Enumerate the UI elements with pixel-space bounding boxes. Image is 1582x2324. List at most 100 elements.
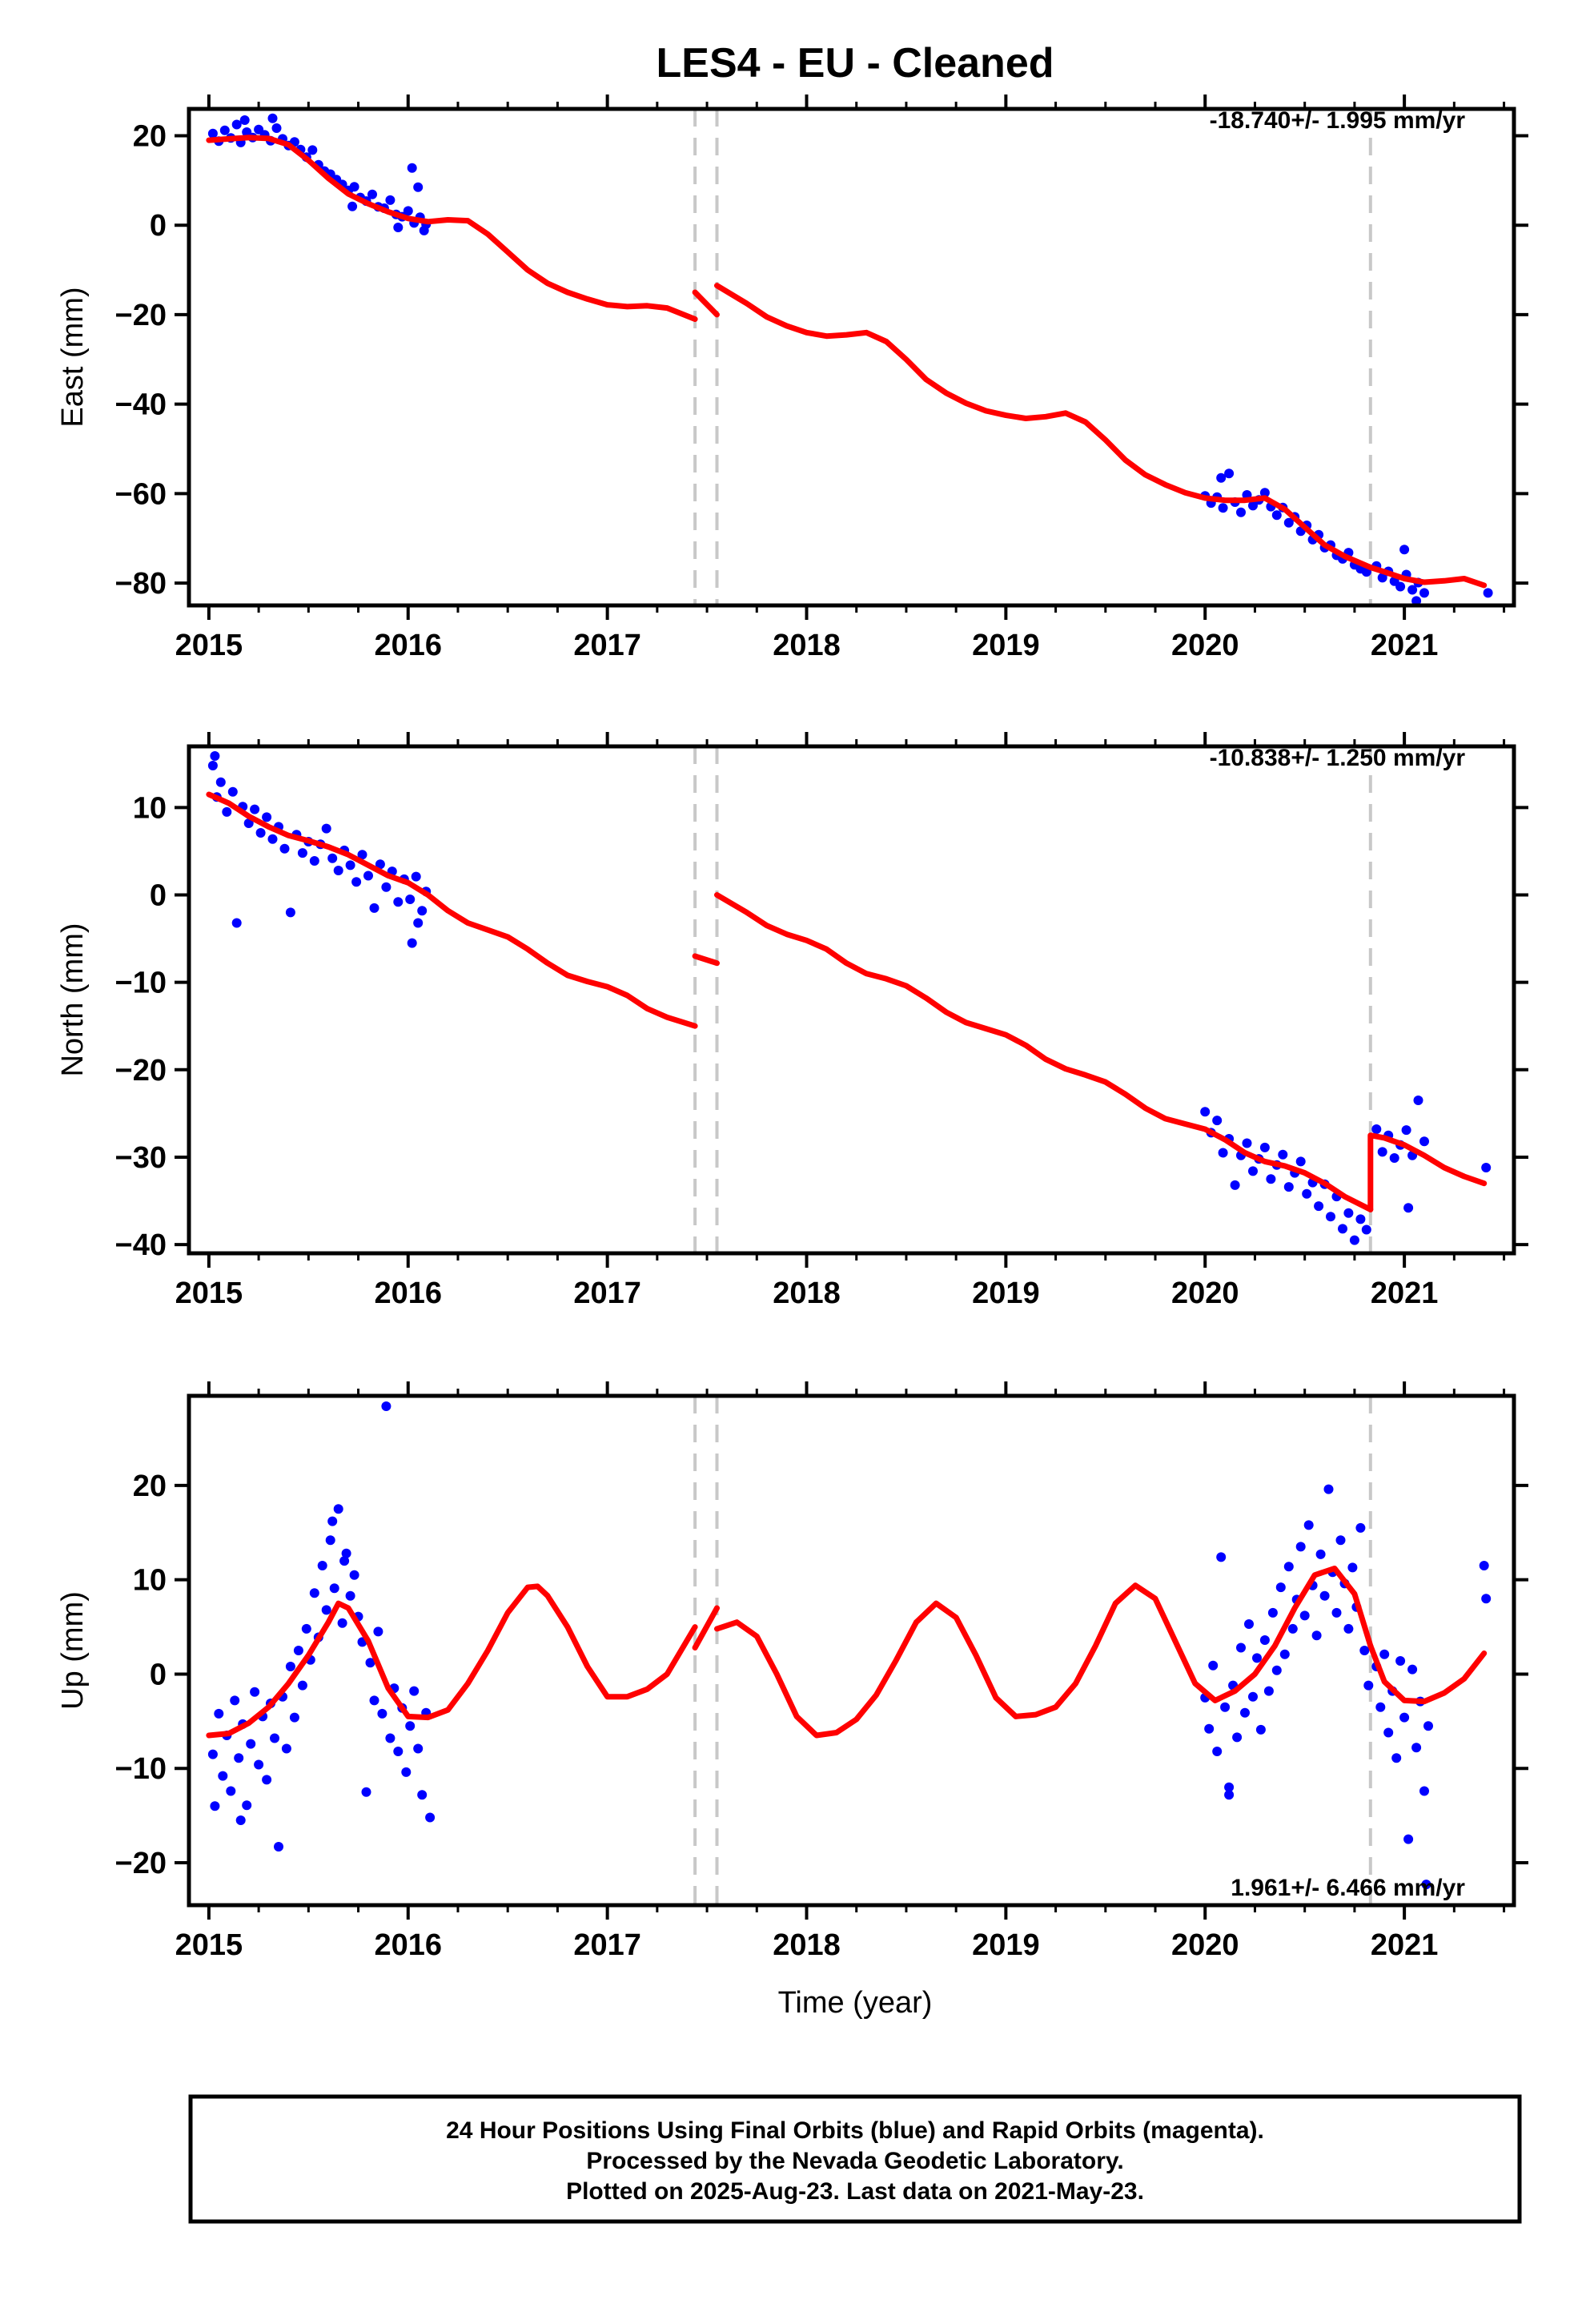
up-data-point: [327, 1516, 338, 1526]
east-data-point: [1377, 573, 1387, 583]
up-rate-text: 1.961+/- 6.466 mm/yr: [1231, 1875, 1465, 1901]
north-data-point: [363, 870, 373, 881]
north-model-line-3: [1367, 1132, 1488, 1212]
up-data-point: [242, 1800, 252, 1811]
east-data-point: [1216, 472, 1227, 483]
east-x-tick-label: 2019: [972, 629, 1040, 662]
east-y-tick-label: −80: [115, 567, 167, 601]
east-y-tick-label: −60: [115, 477, 167, 511]
up-data-point: [385, 1733, 396, 1743]
north-data-point: [1413, 1096, 1423, 1105]
up-data-point: [274, 1842, 283, 1852]
east-model-line-2: [714, 283, 1374, 570]
north-data-point: [1302, 1188, 1312, 1199]
up-data-point: [1335, 1535, 1346, 1546]
north-data-point: [381, 882, 391, 892]
north-data-point: [375, 859, 385, 870]
up-model-line-1: [692, 1605, 720, 1651]
up-data-point: [1240, 1707, 1250, 1718]
up-data-point: [1311, 1630, 1322, 1641]
north-x-tick-label: 2018: [773, 1277, 841, 1310]
up-data-point: [1375, 1702, 1386, 1712]
north-data-point: [1343, 1208, 1354, 1218]
up-data-point: [270, 1733, 279, 1743]
north-y-tick-label: −30: [115, 1141, 167, 1175]
north-y-tick-label: −40: [115, 1228, 167, 1262]
north-y-tick-label: −20: [115, 1054, 167, 1088]
north-y-tick-label: 10: [133, 791, 167, 825]
up-model-line-3: [1367, 1642, 1488, 1705]
east-data-point: [239, 115, 250, 125]
north-data-point: [227, 786, 238, 797]
up-data-point: [210, 1801, 220, 1811]
up-y-tick-label: −10: [115, 1752, 167, 1786]
up-data-point: [425, 1812, 436, 1823]
up-data-point: [325, 1535, 335, 1546]
up-data-point: [246, 1739, 256, 1749]
up-data-point: [1248, 1691, 1258, 1702]
north-model-line-2: [714, 892, 1374, 1212]
up-data-point: [1379, 1649, 1390, 1659]
east-data-point: [1236, 507, 1246, 517]
north-x-tick-label: 2021: [1371, 1277, 1439, 1310]
up-data-point: [369, 1695, 379, 1706]
east-data-point: [367, 189, 377, 199]
east-panel: 2015 2016 2017 2018 2019 2020 2021 20 0 −20 −40 −60…: [56, 94, 1528, 662]
up-data-point: [1363, 1680, 1374, 1691]
up-data-point: [1323, 1484, 1334, 1494]
up-data-point: [1236, 1642, 1246, 1653]
up-data-point: [1423, 1721, 1433, 1731]
east-y-tick-label: 0: [150, 209, 167, 243]
north-data-point: [1371, 1124, 1382, 1134]
up-data-point: [1481, 1594, 1492, 1604]
north-data-point: [327, 853, 338, 863]
east-x-tick-label: 2015: [175, 629, 243, 662]
up-data-point: [339, 1556, 350, 1566]
north-data-point: [1403, 1203, 1414, 1213]
up-data-point: [1343, 1623, 1354, 1634]
north-frame: [187, 744, 1516, 1256]
footer-line-1: 24 Hour Positions Using Final Orbits (bl…: [446, 2117, 1264, 2144]
east-y-tick-label: −40: [115, 388, 167, 422]
up-data-point: [289, 1712, 299, 1723]
up-y-axis-label: Up (mm): [56, 1591, 90, 1710]
up-data-point: [1299, 1610, 1310, 1621]
north-data-point: [407, 938, 417, 948]
up-y-tick-label: −20: [115, 1847, 167, 1880]
east-model-line-1: [692, 289, 720, 318]
east-data-point: [419, 225, 429, 235]
up-data-point: [365, 1658, 375, 1668]
north-x-tick-label: 2017: [573, 1277, 641, 1310]
up-data-point: [345, 1590, 355, 1601]
east-data-point: [1483, 588, 1493, 598]
north-data-point: [1230, 1180, 1240, 1190]
footer-box: 24 Hour Positions Using Final Orbits (bl…: [188, 2094, 1522, 2224]
up-data-point: [214, 1708, 224, 1719]
north-model-line-1: [692, 953, 720, 967]
up-data-point: [1279, 1649, 1290, 1659]
x-axis-label: Time (year): [778, 1986, 933, 2020]
up-data-point: [1259, 1635, 1270, 1645]
east-data-point: [307, 145, 318, 155]
footer-line-3: Plotted on 2025-Aug-23. Last data on 202…: [566, 2178, 1144, 2205]
up-data-point: [297, 1680, 307, 1691]
north-data-point: [351, 877, 362, 887]
north-data-point: [285, 907, 295, 918]
north-x-tick-label: 2016: [374, 1277, 442, 1310]
up-data-point: [1403, 1834, 1414, 1844]
north-data-point: [243, 818, 254, 828]
up-data-point: [1479, 1561, 1489, 1570]
up-data-point: [377, 1708, 387, 1719]
up-data-point: [373, 1626, 383, 1637]
up-data-point: [1204, 1723, 1215, 1734]
up-data-point: [1263, 1686, 1274, 1696]
up-data-point: [226, 1786, 236, 1796]
north-data-point: [1355, 1214, 1366, 1224]
north-data-point: [262, 812, 272, 822]
up-data-point: [1395, 1656, 1406, 1666]
east-data-point: [1407, 585, 1418, 595]
up-data-point: [1347, 1562, 1358, 1573]
north-data-point: [267, 834, 278, 844]
north-data-point: [411, 871, 421, 882]
up-data-point: [1244, 1619, 1254, 1629]
